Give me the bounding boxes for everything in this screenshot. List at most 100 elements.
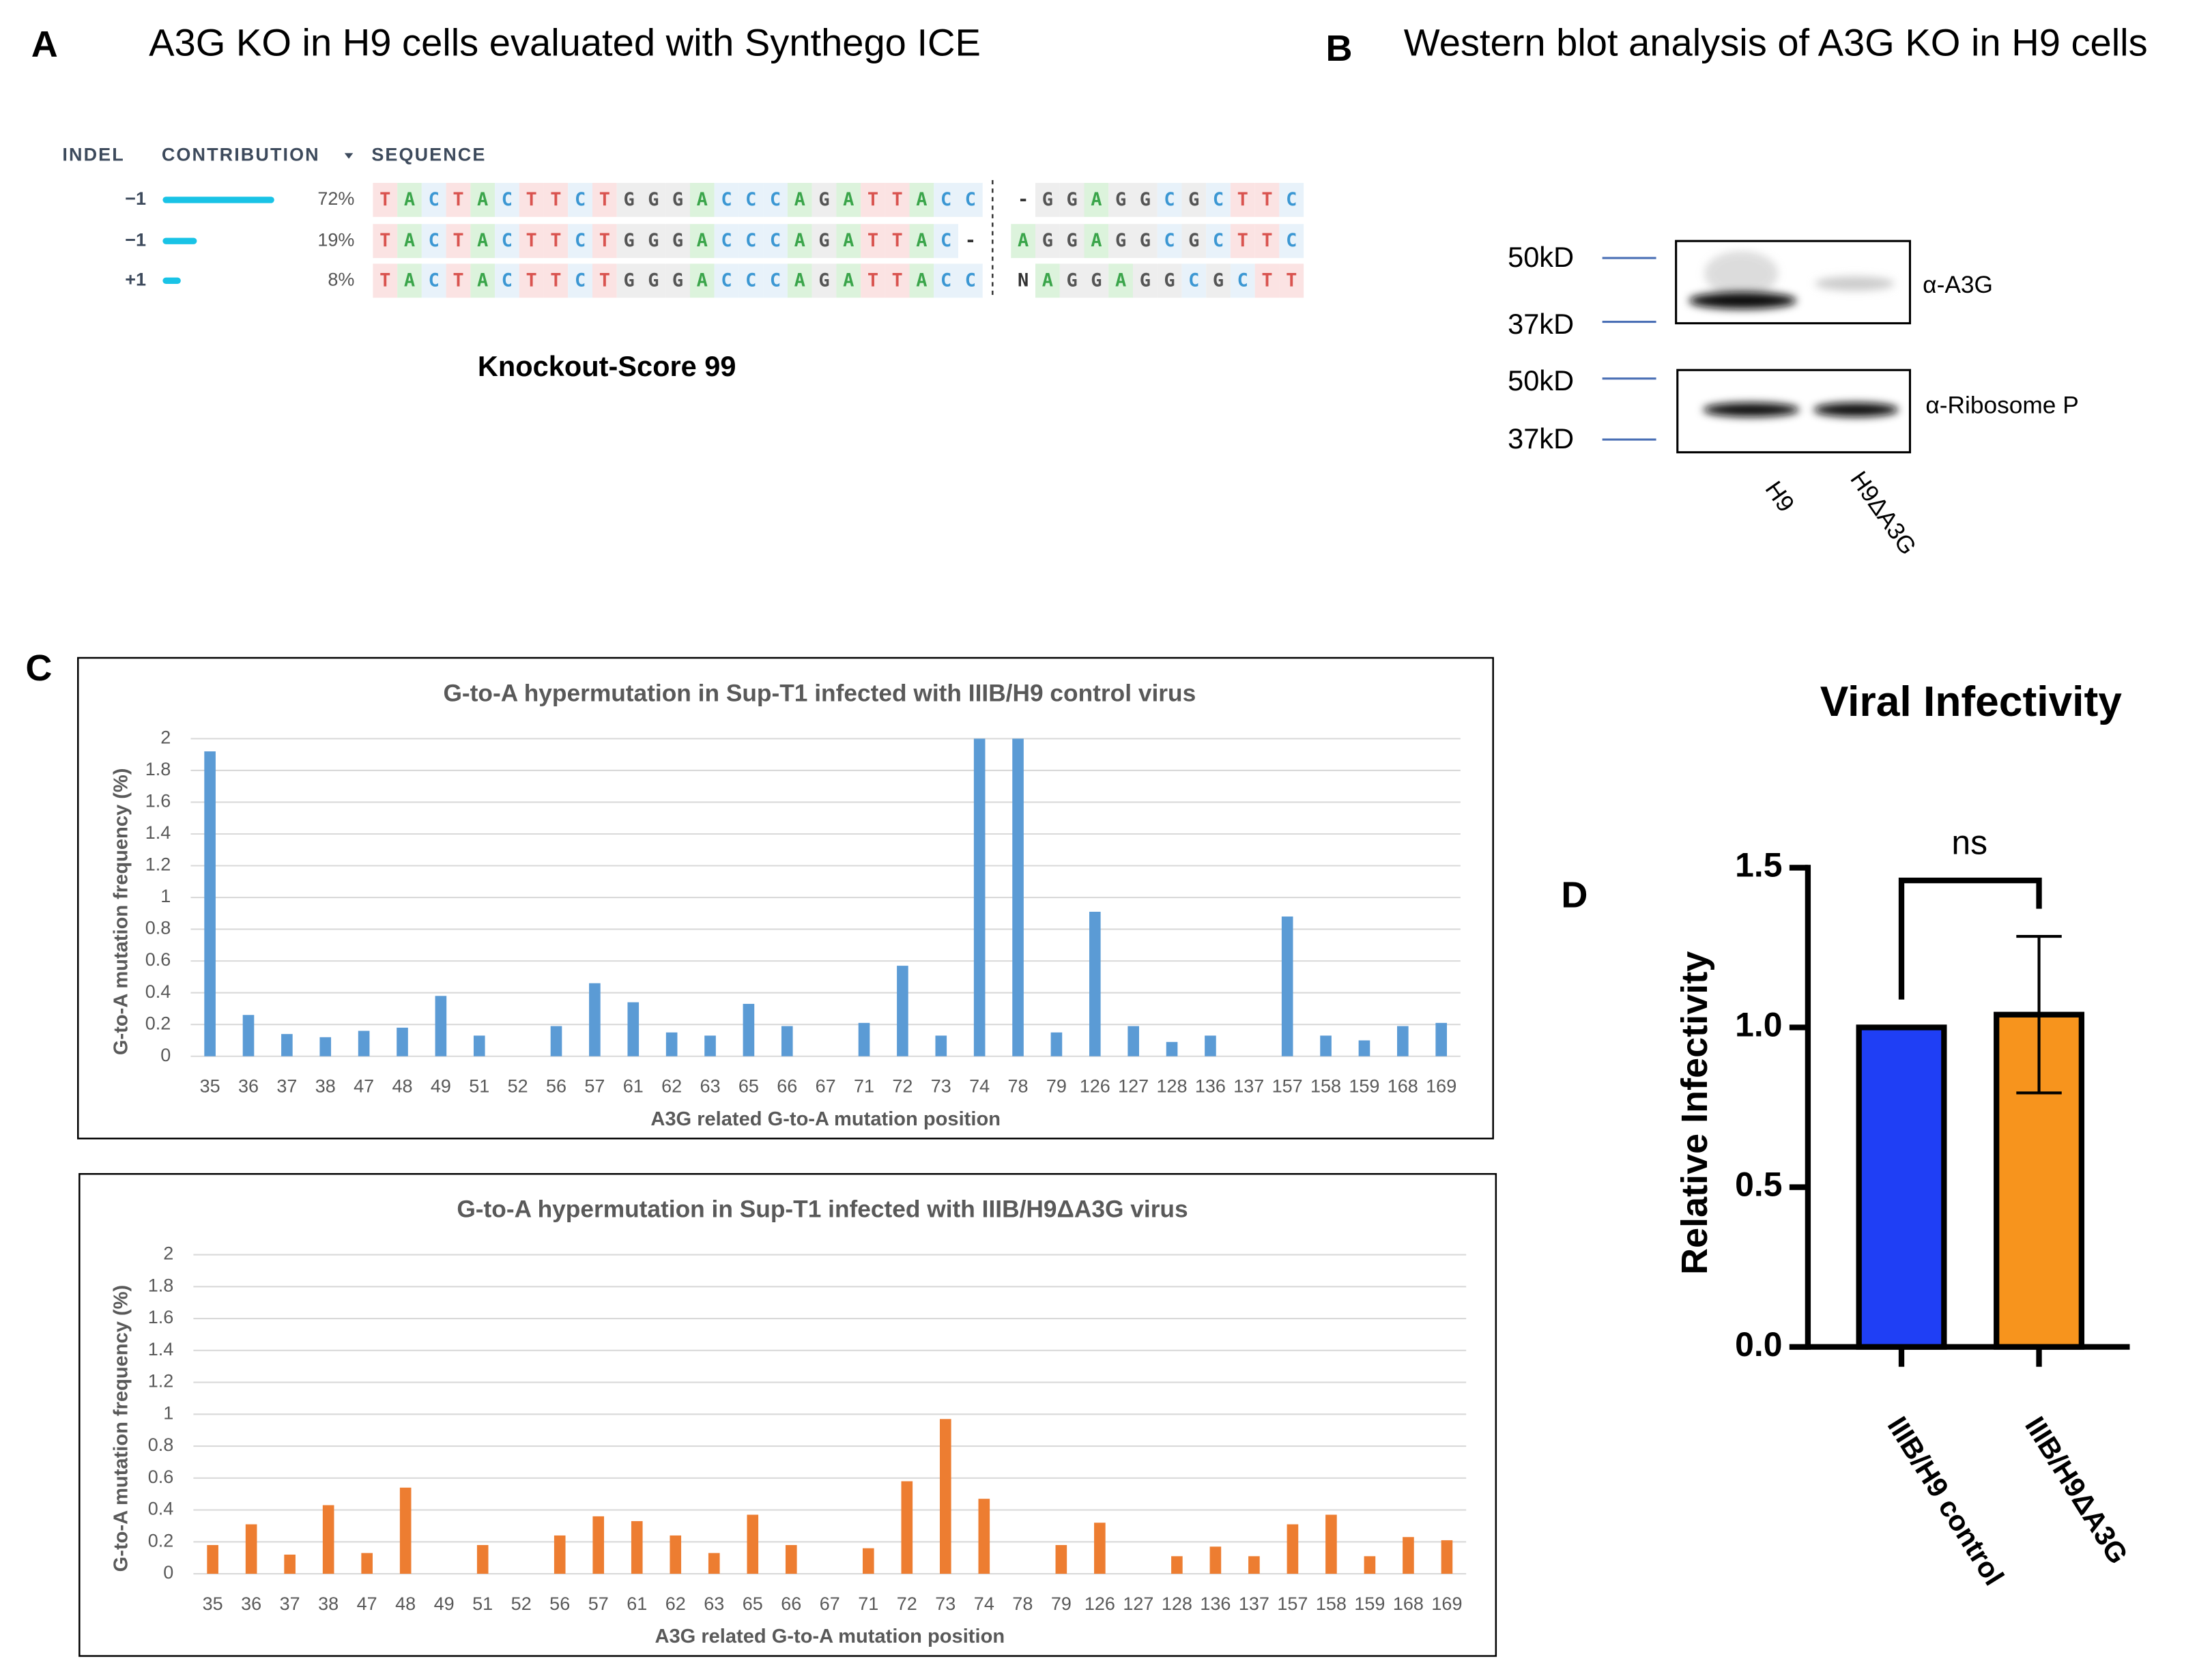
- base-cell: [861, 263, 885, 298]
- base-cell: [1035, 263, 1060, 298]
- base-cell: [616, 224, 642, 259]
- base-cell: [861, 182, 885, 217]
- bar: [935, 1035, 947, 1056]
- y-tick-label: 0.8: [145, 918, 171, 938]
- bar: [361, 1553, 373, 1574]
- x-tick-label: 74: [969, 1076, 990, 1097]
- bar: [1205, 1035, 1216, 1056]
- y-tick-label: 1.2: [148, 1371, 174, 1392]
- bar: [978, 1499, 990, 1574]
- y-tick-label: 0.6: [148, 1467, 174, 1487]
- base-cell: [958, 182, 983, 217]
- x-tick-label: 56: [549, 1594, 570, 1614]
- x-tick-label: 37: [280, 1594, 300, 1614]
- bar: [319, 1037, 332, 1056]
- base-cell: [1059, 263, 1085, 298]
- x-tick-label: 61: [623, 1076, 644, 1097]
- chart-title: G-to-A hypermutation in Sup-T1 infected …: [457, 1196, 1188, 1223]
- base-cell: [1181, 263, 1207, 298]
- base-cell: [1084, 182, 1109, 217]
- base-cell: [836, 224, 861, 259]
- x-tick-label: 47: [357, 1594, 377, 1614]
- x-axis-label: A3G related G-to-A mutation position: [650, 1108, 1001, 1130]
- base-cell: [1108, 224, 1133, 259]
- panel-label: C: [25, 648, 52, 689]
- x-tick-label: 48: [395, 1594, 416, 1614]
- base-cell: [1035, 182, 1060, 217]
- significance-bracket: [1898, 877, 2042, 1000]
- base-cell: [397, 263, 422, 298]
- bar: [862, 1548, 874, 1574]
- x-tick-label: IIIB/H9ΔA3G: [2019, 1411, 2134, 1569]
- base-cell: [568, 182, 593, 217]
- y-tick-label: 1.2: [145, 854, 171, 875]
- y-tick-label: 0: [160, 1045, 171, 1065]
- bar: [897, 966, 908, 1056]
- x-tick-label: 72: [892, 1076, 913, 1097]
- y-axis-label: Relative Infectivity: [1674, 951, 1715, 1275]
- bar: [1856, 1024, 1947, 1350]
- y-tick-label: 1.8: [148, 1275, 174, 1295]
- base-cell: [1181, 224, 1207, 259]
- bar: [1358, 1040, 1370, 1056]
- x-tick-label: 36: [241, 1594, 261, 1614]
- x-tick-label: 62: [661, 1076, 682, 1097]
- x-tick-label: 127: [1123, 1594, 1153, 1614]
- bar: [1435, 1022, 1448, 1056]
- bar: [554, 1535, 566, 1574]
- antibody-label: α-A3G: [1923, 272, 1993, 298]
- base-cell: [1035, 224, 1060, 259]
- x-tick-label: 168: [1388, 1076, 1418, 1097]
- x-tick-label: 79: [1046, 1076, 1067, 1097]
- bar: [1050, 1032, 1063, 1056]
- base-cell: [811, 263, 837, 298]
- panel-label: A: [31, 24, 58, 65]
- bar: [1281, 916, 1293, 1056]
- bar: [284, 1554, 296, 1574]
- x-tick-label: 65: [738, 1076, 759, 1097]
- indel: +1: [125, 269, 146, 289]
- base-cell: [543, 224, 569, 259]
- bar: [1166, 1041, 1178, 1056]
- bar: [1209, 1546, 1222, 1574]
- y-tick-label: 1: [160, 886, 171, 906]
- base-cell: [446, 224, 471, 259]
- y-tick-label: 1.6: [148, 1307, 174, 1327]
- base-cell: [1206, 224, 1231, 259]
- base-cell: [397, 182, 422, 217]
- base-cell: [519, 263, 544, 298]
- base-cell: [446, 182, 471, 217]
- base-cell: [934, 182, 959, 217]
- base-cell: [714, 182, 739, 217]
- base-cell: [1279, 182, 1304, 217]
- bar: [1171, 1556, 1183, 1574]
- x-tick-label: 61: [627, 1594, 647, 1614]
- contribution-label: 8%: [328, 269, 354, 289]
- bar: [592, 1516, 605, 1574]
- base-cell: [1254, 224, 1280, 259]
- x-tick-label: 37: [276, 1076, 297, 1097]
- x-tick-label: 57: [588, 1594, 609, 1614]
- blot-band: [1815, 276, 1895, 291]
- bar: [670, 1535, 682, 1574]
- bar: [207, 1544, 218, 1574]
- base-cell: [1157, 224, 1182, 259]
- panel-title: A3G KO in H9 cells evaluated with Synthe…: [149, 20, 981, 63]
- bar: [245, 1524, 257, 1574]
- base-cell: [397, 224, 422, 259]
- base-cell: [1059, 224, 1085, 259]
- base-cell: [446, 263, 471, 298]
- x-tick-label: 57: [584, 1076, 605, 1097]
- base-cell: [1084, 263, 1109, 298]
- base-cell: [1230, 263, 1255, 298]
- y-tick-label: 1.0: [1735, 1006, 1782, 1044]
- x-tick-label: 159: [1349, 1076, 1379, 1097]
- base-cell: [1230, 182, 1255, 217]
- bar: [1127, 1026, 1139, 1056]
- y-tick-label: 0.6: [145, 949, 171, 970]
- base-cell: [958, 263, 983, 298]
- base-cell: [470, 263, 495, 298]
- base-cell: [1108, 263, 1133, 298]
